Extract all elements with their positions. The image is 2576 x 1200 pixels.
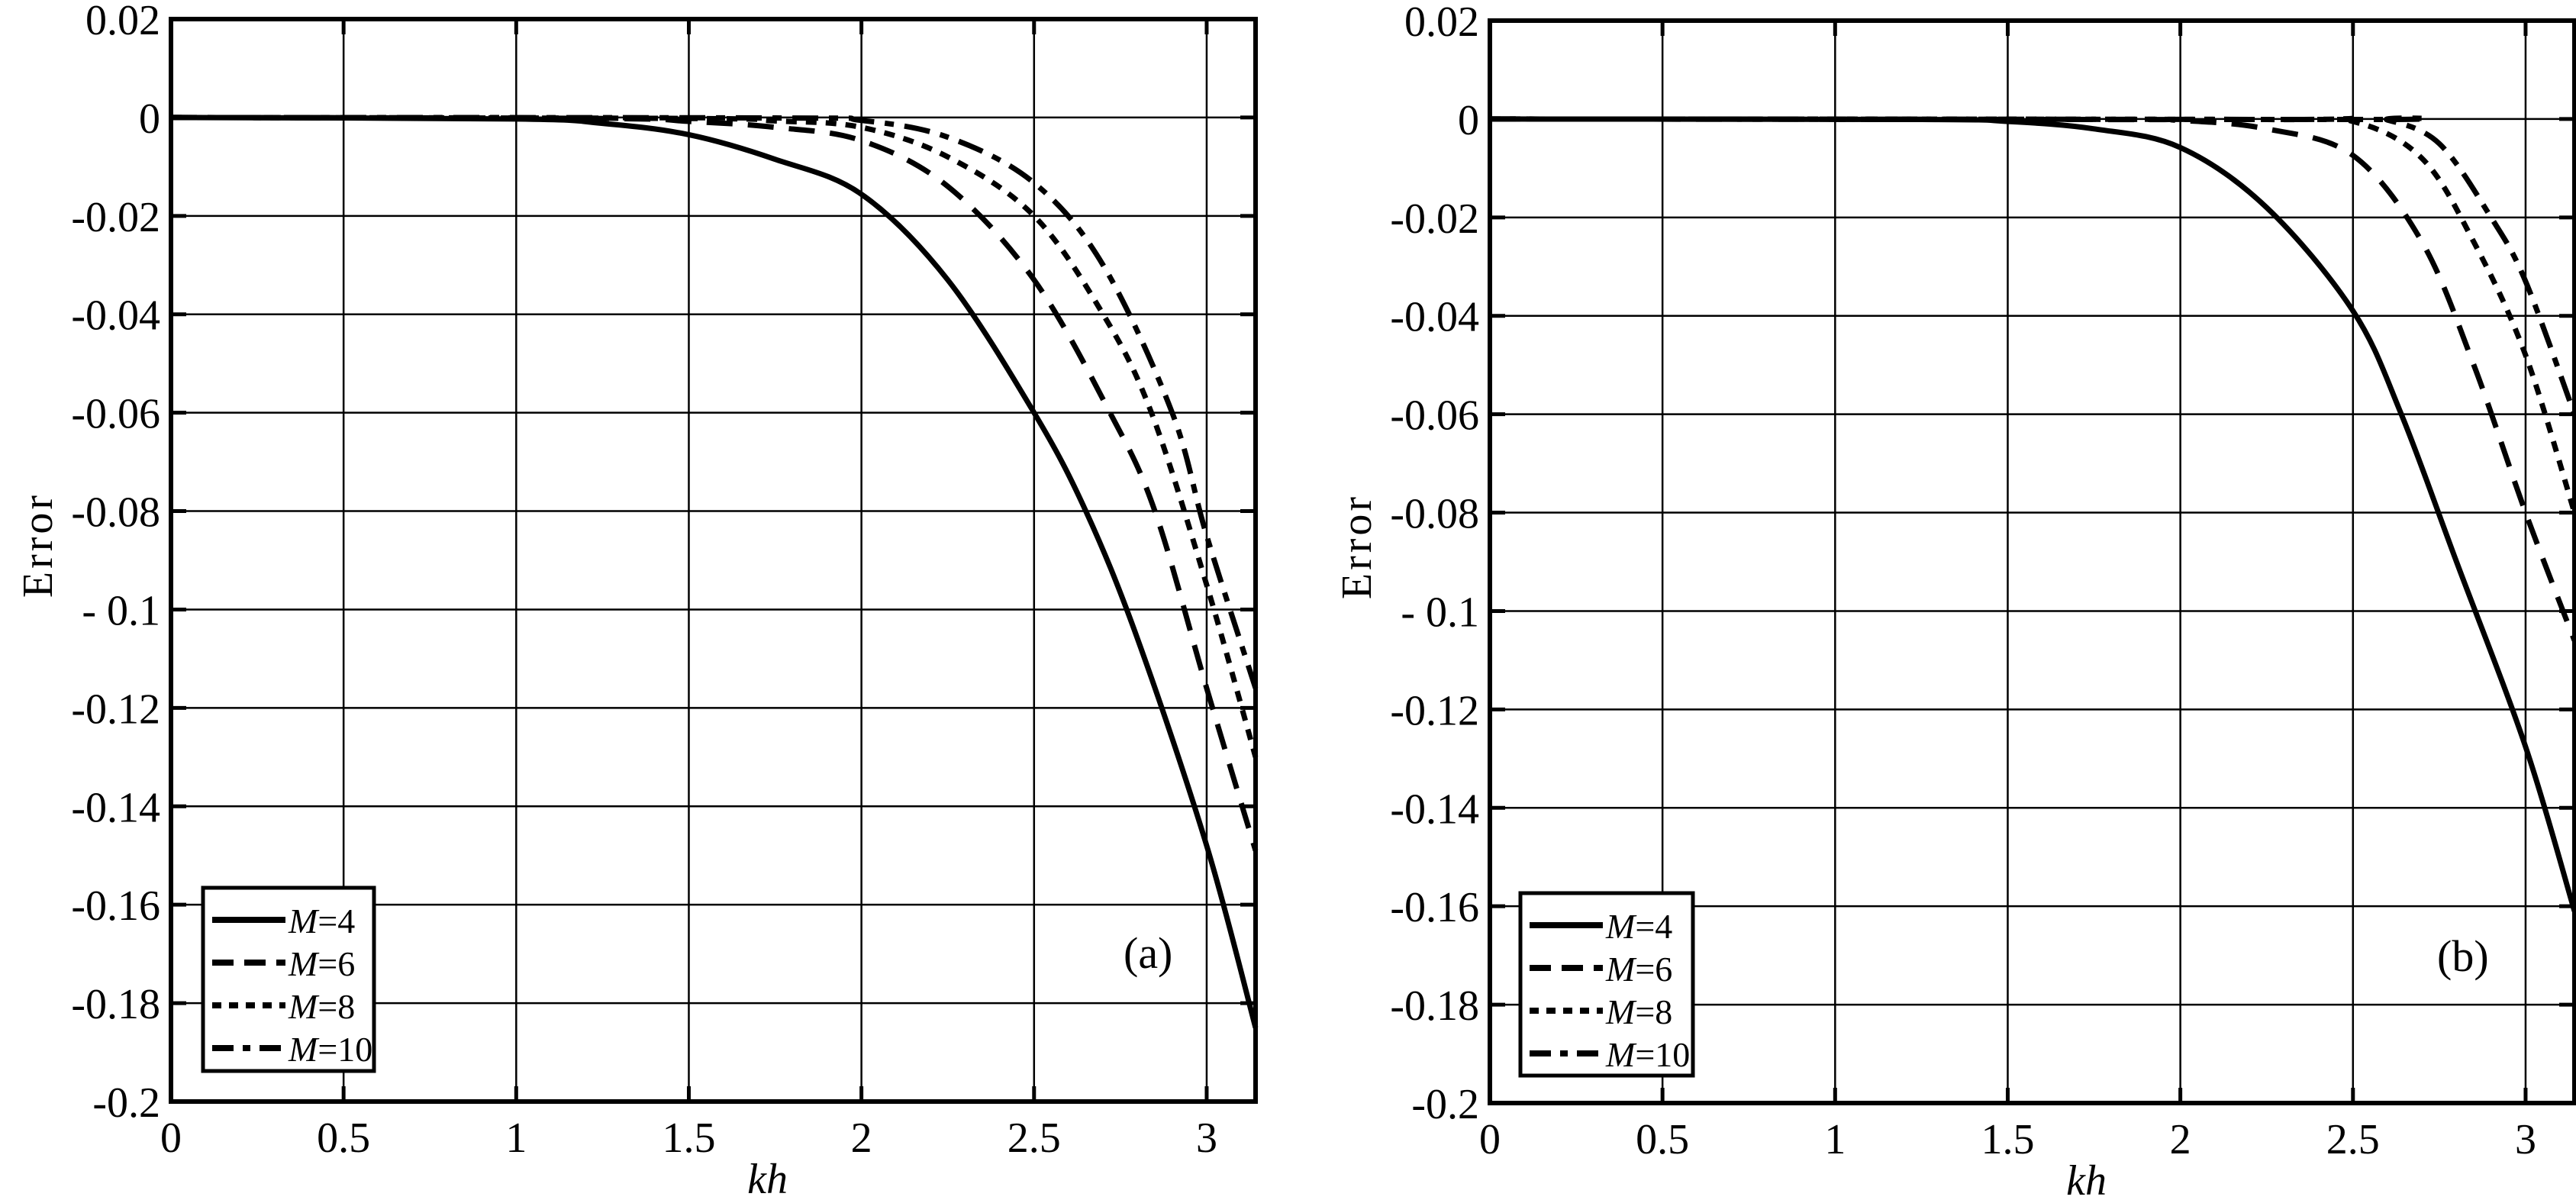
y-tick-label: -0.14	[1390, 785, 1479, 833]
legend-entry-label: M=4	[288, 902, 355, 940]
y-tick-label: -0.2	[1411, 1081, 1479, 1128]
data-series	[1489, 115, 2576, 912]
series-line-m-6	[170, 115, 1259, 852]
y-tick-label: -0.08	[71, 489, 160, 537]
series-line-m-8	[170, 115, 1259, 758]
y-tick-label: -0.02	[1390, 195, 1479, 243]
x-tick-label: 1.5	[1981, 1116, 2034, 1163]
x-tick-label: 2.5	[2326, 1116, 2380, 1163]
x-tick-label: 1	[505, 1115, 527, 1162]
y-axis-label: Error	[1333, 494, 1381, 599]
x-tick-label: 2	[851, 1115, 872, 1162]
grid-lines	[169, 17, 1256, 1104]
legend-entry-label: M=10	[288, 1030, 372, 1069]
y-tick-label: 0	[1458, 97, 1479, 144]
series-line-m-8	[1489, 115, 2576, 514]
y-tick-label: 0.02	[1404, 0, 1479, 46]
series-line-m-4	[1489, 116, 2576, 912]
plot-panel-a: 0 0.5 1 1.5 2 2.5 3 0.02 0 -0.02 -0.04 -0.06 -0.08 - …	[15, 0, 1259, 1200]
y-tick-label: -0.16	[71, 882, 160, 930]
plot-panel-b: 0 0.5 1 1.5 2 2.5 3 0.02 0 -0.02 -0.04 -0.06 -0.08 - …	[1333, 0, 2576, 1200]
y-tick-label: -0.02	[71, 194, 160, 241]
x-tick-label: 3	[1196, 1115, 1217, 1162]
data-series	[170, 115, 1259, 1029]
x-tick-label: 0.5	[317, 1115, 370, 1162]
y-tick-label: -0.04	[71, 292, 160, 340]
x-tick-label: 2	[2170, 1116, 2191, 1163]
series-line-m-10	[170, 115, 1259, 689]
y-tick-label: -0.08	[1390, 491, 1479, 538]
y-tick-label: -0.2	[92, 1079, 160, 1127]
series-line-m-10	[1489, 115, 2576, 415]
x-tick-label: 0.5	[1636, 1116, 1689, 1163]
y-tick-label: -0.18	[71, 981, 160, 1028]
legend: M=4 M=6 M=8 M=10	[201, 885, 376, 1073]
x-tick-label: 1	[1824, 1116, 1846, 1163]
axes-frame	[169, 17, 1258, 1104]
tick-labels: 0 0.5 1 1.5 2 2.5 3 0.02 0 -0.02 -0.04 -0.06 -0.08 - …	[71, 0, 1217, 1162]
x-tick-label: 1.5	[662, 1115, 715, 1162]
y-tick-label: -0.14	[71, 784, 160, 831]
y-axis-label: Error	[15, 492, 62, 598]
axes-frame	[1488, 18, 2576, 1105]
panel-label: (b)	[2437, 931, 2489, 981]
y-tick-label: 0	[139, 95, 160, 143]
legend-entry-label: M=4	[1605, 907, 1672, 946]
y-tick-label: -0.12	[71, 685, 160, 733]
legend-entry-label: M=8	[288, 987, 355, 1026]
tick-labels: 0 0.5 1 1.5 2 2.5 3 0.02 0 -0.02 -0.04 -0.06 -0.08 - …	[1390, 0, 2536, 1163]
y-tick-label: 0.02	[85, 0, 160, 44]
x-tick-label: 2.5	[1008, 1115, 1061, 1162]
y-tick-label: -0.04	[1390, 294, 1479, 341]
y-tick-label: -0.06	[1390, 392, 1479, 440]
y-tick-label: -0.16	[1390, 884, 1479, 931]
y-tick-label: -0.06	[71, 391, 160, 438]
legend-entry-label: M=10	[1605, 1035, 1690, 1074]
y-tick-label: - 0.1	[82, 587, 160, 634]
legend: M=4 M=6M=8 M=10	[1518, 891, 1695, 1078]
x-tick-label: 0	[1479, 1116, 1501, 1163]
y-tick-label: -0.12	[1390, 687, 1479, 734]
x-axis-label: kh	[2066, 1157, 2107, 1196]
series-line-m-6	[1489, 116, 2576, 642]
x-axis-label: kh	[747, 1156, 788, 1196]
legend-entry-label: M=8	[1605, 992, 1672, 1031]
legend-entry-label: M=6	[288, 944, 355, 983]
x-tick-label: 3	[2515, 1116, 2536, 1163]
panel-label: (a)	[1124, 928, 1172, 978]
y-tick-label: -0.18	[1390, 982, 1479, 1030]
x-tick-label: 0	[160, 1115, 182, 1162]
y-tick-label: - 0.1	[1401, 589, 1479, 636]
legend-entry-label: M=6	[1605, 950, 1672, 989]
